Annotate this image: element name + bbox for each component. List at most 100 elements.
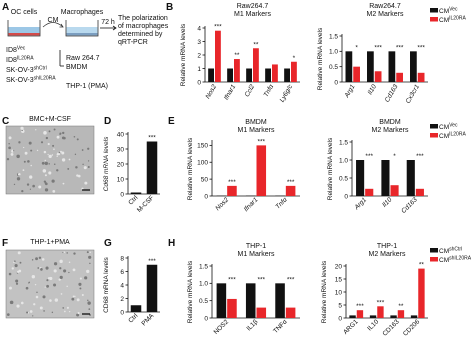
cell bbox=[59, 275, 63, 279]
cell bbox=[72, 268, 76, 272]
x-tick-label: Tnfα bbox=[275, 196, 289, 210]
cell bbox=[10, 152, 14, 156]
cell bbox=[76, 138, 79, 141]
significance: *** bbox=[228, 276, 236, 283]
cell bbox=[15, 282, 19, 285]
x-tick-label: M-CSF bbox=[136, 194, 156, 214]
legend-label: CMIL20RA bbox=[439, 16, 466, 25]
legend-swatch bbox=[430, 248, 438, 253]
bar bbox=[374, 71, 382, 82]
bar bbox=[377, 306, 384, 318]
x-tick-label: Cd163 bbox=[384, 83, 400, 103]
cell bbox=[61, 136, 65, 140]
chart-subtitle: M2 Markers bbox=[372, 127, 409, 134]
chart-title: THP-1 bbox=[377, 243, 397, 250]
significance: *** bbox=[356, 303, 364, 310]
cell bbox=[63, 251, 66, 254]
cell bbox=[29, 175, 33, 179]
cell bbox=[48, 130, 51, 133]
cell bbox=[27, 160, 30, 163]
cell bbox=[56, 135, 60, 139]
cell bbox=[51, 311, 54, 314]
arrow-head bbox=[112, 25, 117, 31]
result-text: of macrophages bbox=[118, 23, 169, 30]
y-tick-label: 10 bbox=[335, 289, 343, 296]
cell bbox=[87, 147, 90, 150]
y-tick-label: 50 bbox=[201, 176, 209, 183]
cell bbox=[28, 282, 30, 284]
cell bbox=[66, 252, 68, 254]
y-tick-label: 40 bbox=[117, 131, 125, 138]
y-axis-label: Cd68 mRNA levels bbox=[103, 136, 110, 191]
bar bbox=[410, 51, 417, 82]
cell bbox=[46, 279, 49, 282]
significance: *** bbox=[148, 258, 156, 265]
cell bbox=[68, 261, 71, 264]
cell bbox=[39, 306, 43, 310]
legend-label: CMshIL20RA bbox=[439, 256, 472, 265]
cell-line-base: SK-OV-3 bbox=[6, 77, 34, 84]
significance: ** bbox=[419, 262, 425, 269]
cell bbox=[86, 251, 89, 254]
y-tick-label: 1 bbox=[197, 66, 201, 73]
cell bbox=[66, 306, 69, 309]
cell bbox=[17, 251, 21, 255]
bar bbox=[388, 51, 396, 82]
cell bbox=[61, 158, 66, 162]
cells-texture bbox=[6, 126, 92, 317]
bar bbox=[356, 160, 365, 196]
cell bbox=[84, 276, 88, 280]
cell bbox=[14, 264, 18, 268]
cell bbox=[45, 266, 49, 270]
bar bbox=[410, 315, 418, 318]
cell bbox=[14, 260, 16, 262]
bar bbox=[349, 315, 356, 318]
cell bbox=[44, 182, 47, 185]
cell-line-sup: IL20RA bbox=[17, 56, 34, 62]
cell bbox=[82, 163, 84, 166]
chart-subtitle: M1 Markers bbox=[238, 251, 275, 258]
y-tick-label: 0 bbox=[334, 79, 338, 86]
cell bbox=[67, 167, 70, 170]
bar bbox=[256, 145, 267, 196]
cell-line-sup: shIL20RA bbox=[34, 76, 57, 82]
legend-swatch bbox=[430, 133, 438, 138]
chart: 0 1 2 3 4 Relative mRNA levels Raw264.7M1 Mark… bbox=[180, 3, 300, 103]
medium bbox=[8, 27, 40, 36]
cell bbox=[87, 299, 89, 302]
y-tick-label: 1.5 bbox=[329, 33, 338, 40]
y-tick-label: 2 bbox=[120, 296, 124, 303]
cell bbox=[32, 315, 34, 317]
bar bbox=[415, 188, 424, 196]
y-tick-label: 30 bbox=[117, 146, 125, 153]
cell bbox=[34, 283, 37, 286]
x-tick-label: PMA bbox=[140, 312, 155, 327]
y-tick-label: 1.0 bbox=[199, 281, 208, 288]
cell bbox=[26, 311, 29, 314]
dish bbox=[7, 20, 41, 37]
cell bbox=[87, 301, 91, 305]
x-tick-label: NOS2 bbox=[213, 318, 231, 336]
cell bbox=[38, 185, 42, 189]
image-title: THP-1+PMA bbox=[30, 239, 70, 246]
cell bbox=[86, 269, 90, 274]
cell-line: SK-OV-3shIL20RA bbox=[6, 76, 56, 85]
cell bbox=[47, 142, 50, 146]
bar bbox=[227, 68, 233, 82]
x-tick-label: Ctrl bbox=[127, 312, 139, 324]
significance: *** bbox=[214, 24, 222, 31]
y-axis-label: Relative mRNA levels bbox=[327, 137, 334, 200]
dish-label: OC cells bbox=[11, 9, 38, 16]
x-tick-label: Arg1 bbox=[343, 83, 357, 100]
y-axis-label: Relative mRNA levels bbox=[317, 27, 324, 90]
cell bbox=[21, 129, 25, 133]
cell bbox=[56, 169, 59, 172]
cell bbox=[47, 277, 51, 280]
cell bbox=[9, 300, 14, 305]
cell bbox=[38, 256, 42, 260]
x-tick-label: CD163 bbox=[381, 318, 401, 338]
cell bbox=[47, 153, 49, 156]
bar bbox=[367, 51, 374, 82]
x-tick-label: Nos2 bbox=[205, 83, 219, 100]
y-tick-label: 1.5 bbox=[199, 263, 208, 270]
